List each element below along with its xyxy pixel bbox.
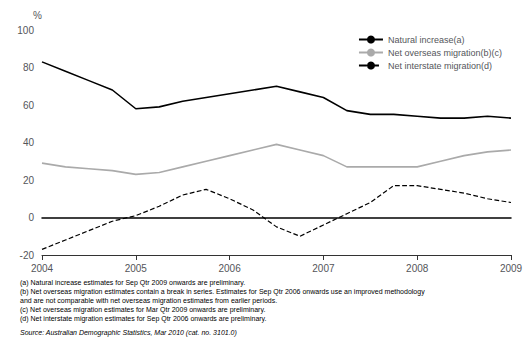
svg-text:(c) Net overseas migration est: (c) Net overseas migration estimates for… [20,306,265,314]
svg-text:(d) Net interstate migration e: (d) Net interstate migration estimates f… [20,315,267,323]
svg-text:100: 100 [17,25,34,36]
svg-text:80: 80 [23,62,35,73]
svg-text:Natural increase(a): Natural increase(a) [388,35,465,45]
svg-text:2005: 2005 [125,263,148,274]
svg-text:2007: 2007 [312,263,335,274]
svg-text:(b) Net overseas migration est: (b) Net overseas migration estimates con… [20,288,425,296]
svg-text:%: % [33,10,42,21]
svg-text:0: 0 [28,212,34,223]
svg-text:Net overseas migration(b)(c): Net overseas migration(b)(c) [388,48,502,58]
svg-text:2006: 2006 [218,263,241,274]
svg-text:Source: Australian Demographic: Source: Australian Demographic Statistic… [20,329,237,337]
svg-text:(a) Natural increase estimates: (a) Natural increase estimates for Sep Q… [20,279,245,287]
svg-text:Net interstate migration(d): Net interstate migration(d) [388,61,492,71]
svg-text:2008: 2008 [406,263,429,274]
svg-text:2009: 2009 [500,263,523,274]
svg-text:2004: 2004 [31,263,54,274]
svg-text:60: 60 [23,100,35,111]
svg-text:-20: -20 [20,250,35,261]
svg-text:and are not comparable with ne: and are not comparable with net overseas… [20,297,277,305]
svg-text:40: 40 [23,137,35,148]
svg-text:20: 20 [23,175,35,186]
